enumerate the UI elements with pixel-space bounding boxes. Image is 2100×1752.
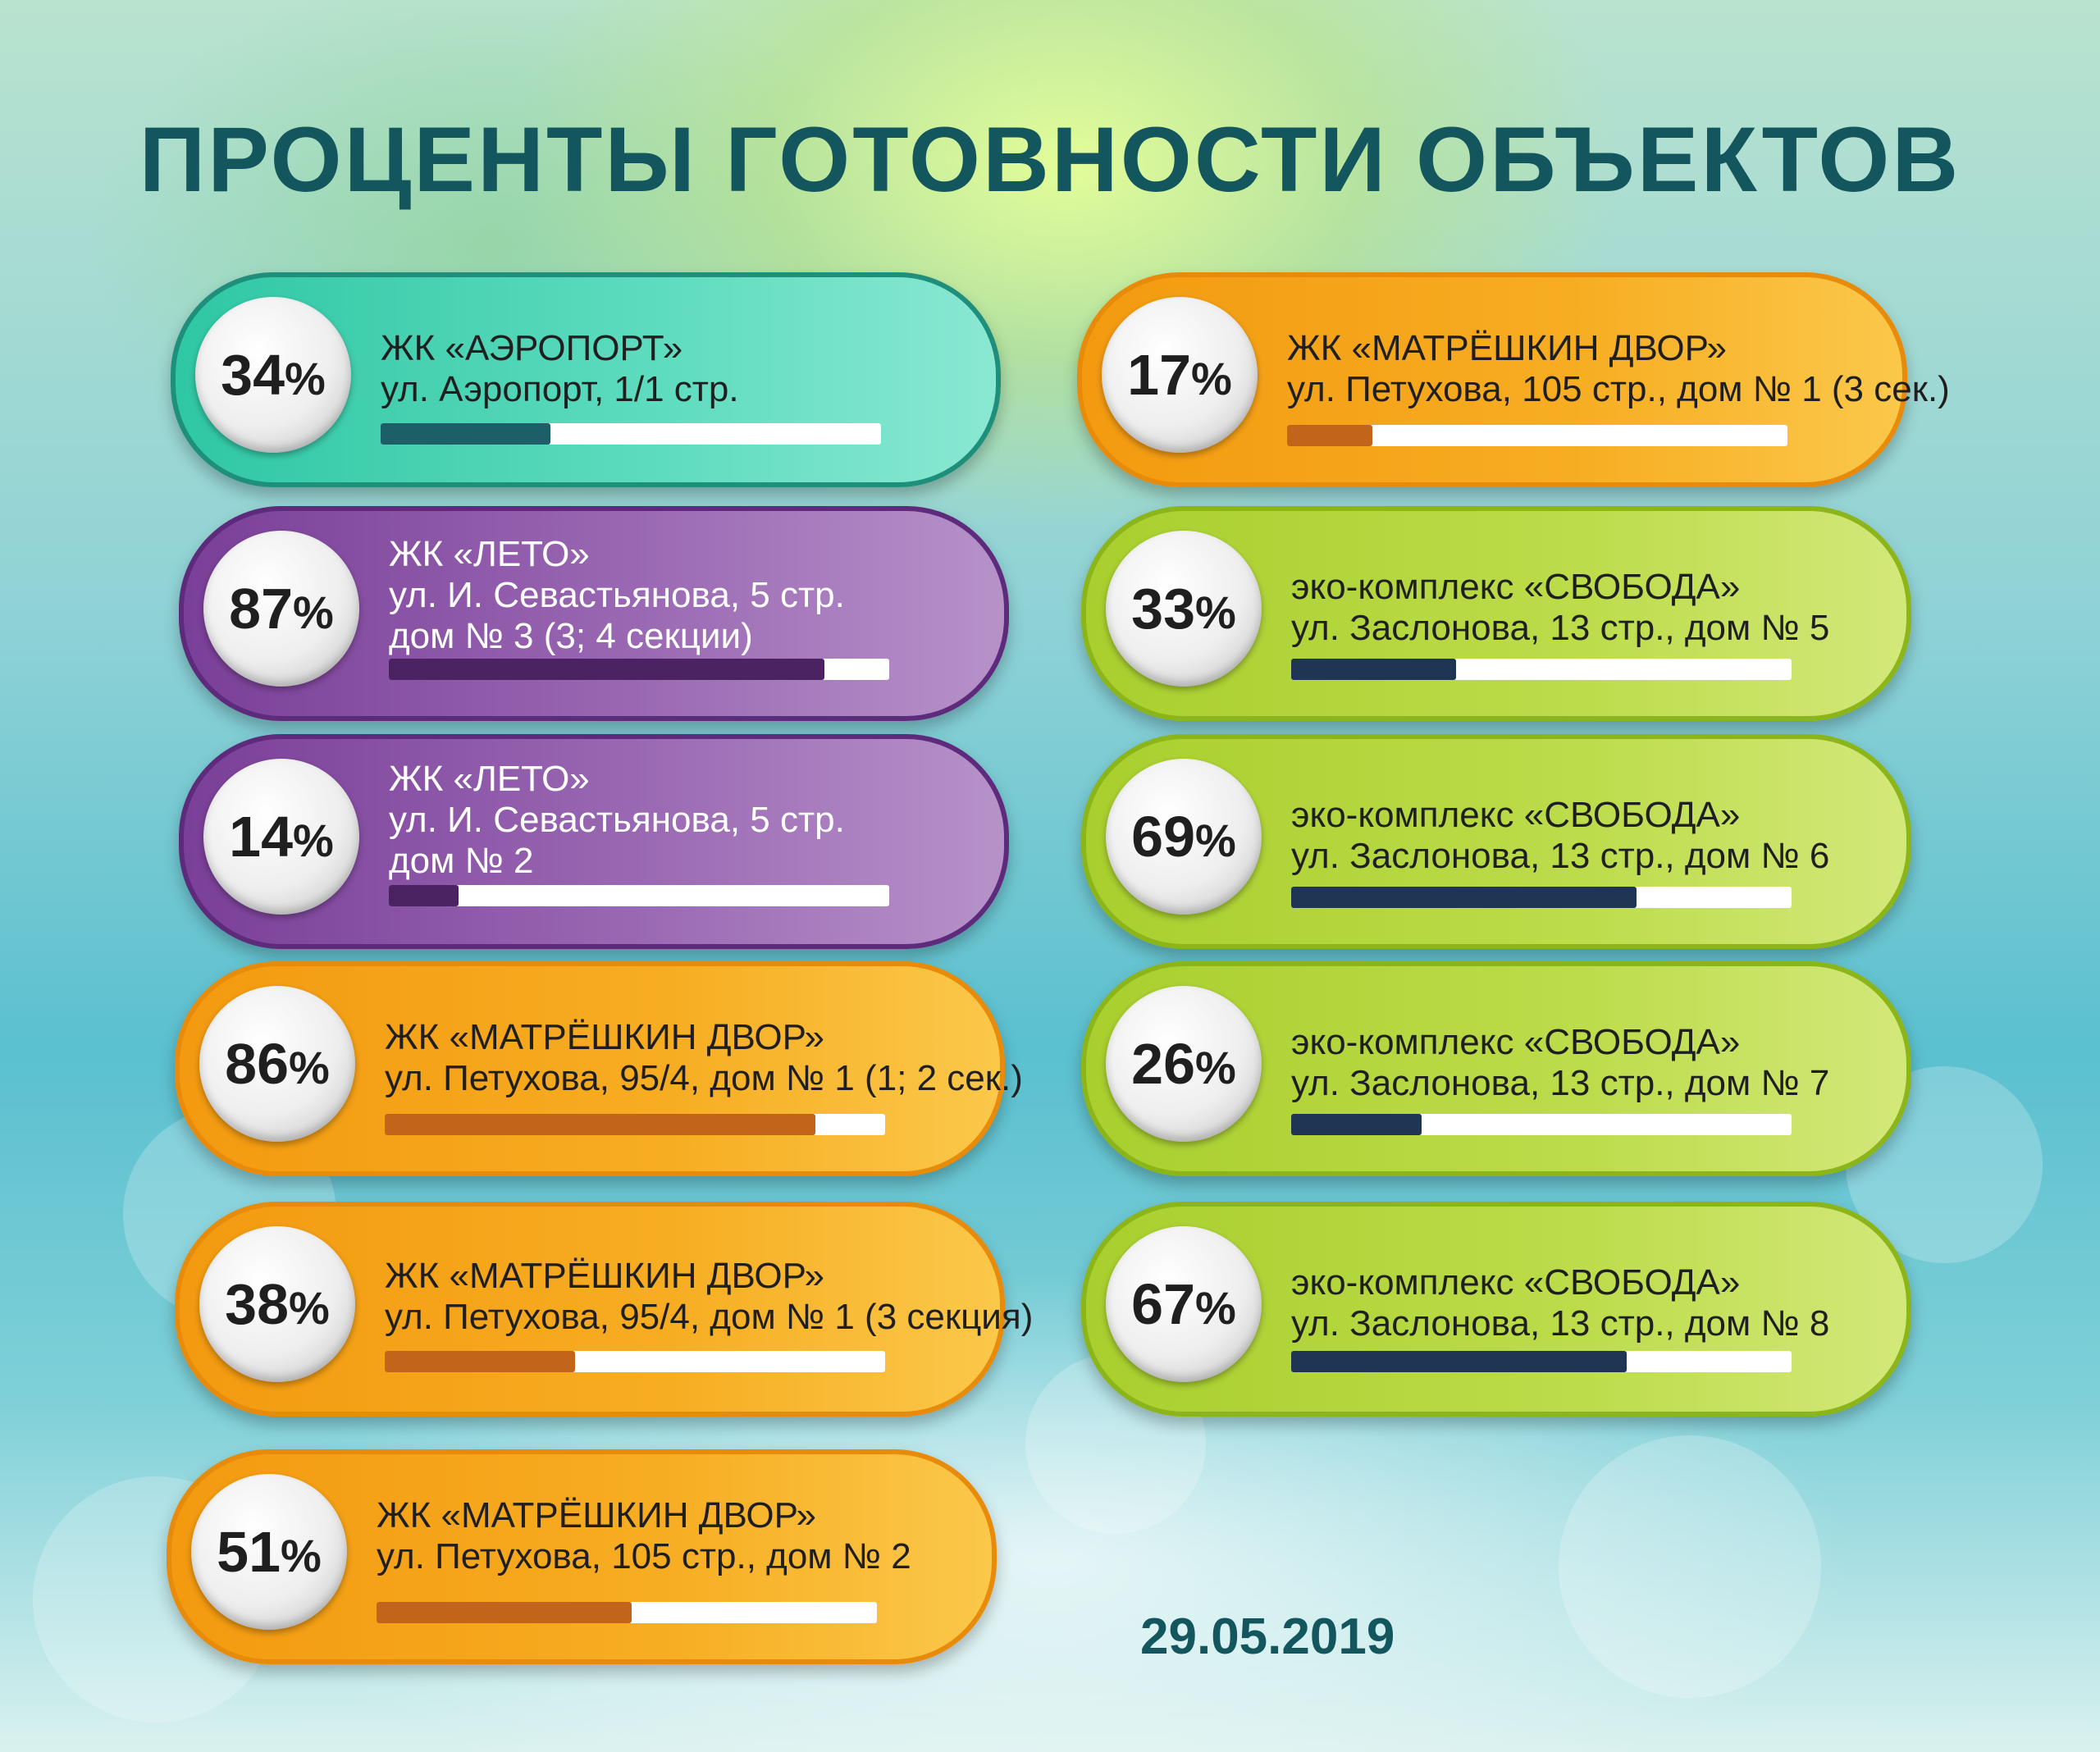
progress-track bbox=[389, 885, 889, 906]
object-card-matreshkin-95-3: 38% ЖК «МАТРЁШКИН ДВОР» ул. Петухова, 95… bbox=[175, 1202, 1034, 1417]
percent-value: 38% bbox=[225, 1272, 330, 1336]
percent-circle: 38% bbox=[199, 1226, 355, 1382]
percent-circle: 34% bbox=[195, 297, 351, 453]
progress-track bbox=[1291, 659, 1792, 680]
percent-circle: 33% bbox=[1106, 531, 1262, 687]
progress-track bbox=[377, 1602, 877, 1623]
progress-track bbox=[1291, 887, 1792, 908]
progress-fill bbox=[1291, 1114, 1422, 1135]
object-name: эко-комплекс «СВОБОДА» bbox=[1291, 795, 1741, 835]
progress-fill bbox=[385, 1351, 575, 1372]
object-card-matreshkin-95-12: 86% ЖК «МАТРЁШКИН ДВОР» ул. Петухова, 95… bbox=[175, 961, 1023, 1176]
object-card-svoboda-7: 26% эко-комплекс «СВОБОДА» ул. Заслонова… bbox=[1081, 961, 1911, 1176]
object-address: ул. Петухова, 105 стр., дом № 1 (3 сек.) bbox=[1287, 369, 1950, 409]
object-address: ул. Заслонова, 13 стр., дом № 5 bbox=[1291, 608, 1830, 648]
percent-value: 34% bbox=[221, 343, 326, 407]
progress-fill bbox=[381, 423, 551, 445]
progress-track bbox=[385, 1114, 885, 1135]
object-address: ул. И. Севастьянова, 5 стр. bbox=[389, 800, 845, 840]
percent-circle: 14% bbox=[203, 759, 359, 915]
object-card-leto-3: 87% ЖК «ЛЕТО» ул. И. Севастьянова, 5 стр… bbox=[179, 506, 1009, 721]
object-card-aeroport: 34% ЖК «АЭРОПОРТ» ул. Аэропорт, 1/1 стр. bbox=[171, 272, 1001, 487]
page-title: ПРОЦЕНТЫ ГОТОВНОСТИ ОБЪЕКТОВ bbox=[139, 108, 1961, 211]
object-card-matreshkin-105-1: 17% ЖК «МАТРЁШКИН ДВОР» ул. Петухова, 10… bbox=[1077, 272, 1950, 487]
object-card-matreshkin-105-2: 51% ЖК «МАТРЁШКИН ДВОР» ул. Петухова, 10… bbox=[167, 1449, 997, 1664]
object-address: ул. Заслонова, 13 стр., дом № 6 bbox=[1291, 836, 1830, 876]
object-name: эко-комплекс «СВОБОДА» bbox=[1291, 567, 1741, 607]
progress-fill bbox=[1287, 425, 1372, 446]
progress-fill bbox=[377, 1602, 632, 1623]
progress-fill bbox=[1291, 1351, 1627, 1372]
object-card-leto-2: 14% ЖК «ЛЕТО» ул. И. Севастьянова, 5 стр… bbox=[179, 734, 1009, 949]
object-address: ул. И. Севастьянова, 5 стр. bbox=[389, 575, 845, 615]
percent-circle: 86% bbox=[199, 986, 355, 1142]
percent-circle: 67% bbox=[1106, 1226, 1262, 1382]
progress-fill bbox=[1291, 887, 1637, 908]
bokeh-decoration bbox=[1559, 1435, 1821, 1698]
percent-circle: 87% bbox=[203, 531, 359, 687]
progress-track bbox=[385, 1351, 885, 1372]
progress-track bbox=[389, 659, 889, 680]
percent-value: 67% bbox=[1131, 1272, 1236, 1336]
percent-circle: 69% bbox=[1106, 759, 1262, 915]
report-date: 29.05.2019 bbox=[1140, 1608, 1395, 1665]
object-card-svoboda-8: 67% эко-комплекс «СВОБОДА» ул. Заслонова… bbox=[1081, 1202, 1911, 1417]
object-card-svoboda-6: 69% эко-комплекс «СВОБОДА» ул. Заслонова… bbox=[1081, 734, 1911, 949]
percent-value: 69% bbox=[1131, 805, 1236, 869]
object-name: ЖК «АЭРОПОРТ» bbox=[381, 328, 683, 368]
percent-circle: 51% bbox=[191, 1474, 347, 1630]
object-name: эко-комплекс «СВОБОДА» bbox=[1291, 1262, 1741, 1303]
object-name: ЖК «МАТРЁШКИН ДВОР» bbox=[385, 1017, 824, 1057]
object-name: ЖК «МАТРЁШКИН ДВОР» bbox=[385, 1256, 824, 1296]
percent-value: 33% bbox=[1131, 577, 1236, 641]
percent-value: 86% bbox=[225, 1032, 330, 1096]
object-name: ЖК «ЛЕТО» bbox=[389, 534, 590, 574]
percent-value: 14% bbox=[229, 805, 334, 869]
progress-track bbox=[1291, 1351, 1792, 1372]
percent-value: 51% bbox=[217, 1520, 322, 1584]
progress-fill bbox=[1291, 659, 1457, 680]
progress-track bbox=[1291, 1114, 1792, 1135]
object-address: ул. Заслонова, 13 стр., дом № 7 bbox=[1291, 1063, 1830, 1103]
progress-track bbox=[1287, 425, 1787, 446]
progress-track bbox=[381, 423, 881, 445]
object-address: ул. Петухова, 95/4, дом № 1 (1; 2 сек.) bbox=[385, 1058, 1023, 1098]
object-card-svoboda-5: 33% эко-комплекс «СВОБОДА» ул. Заслонова… bbox=[1081, 506, 1911, 721]
object-address-detail: дом № 2 bbox=[389, 841, 534, 881]
object-address: ул. Аэропорт, 1/1 стр. bbox=[381, 369, 739, 409]
object-name: эко-комплекс «СВОБОДА» bbox=[1291, 1022, 1741, 1062]
percent-circle: 26% bbox=[1106, 986, 1262, 1142]
object-name: ЖК «МАТРЁШКИН ДВОР» bbox=[377, 1495, 816, 1535]
object-address: ул. Заслонова, 13 стр., дом № 8 bbox=[1291, 1303, 1830, 1344]
progress-fill bbox=[389, 885, 459, 906]
object-name: ЖК «ЛЕТО» bbox=[389, 759, 590, 799]
progress-fill bbox=[389, 659, 824, 680]
object-address: ул. Петухова, 95/4, дом № 1 (3 секция) bbox=[385, 1297, 1034, 1337]
percent-value: 87% bbox=[229, 577, 334, 641]
object-address: ул. Петухова, 105 стр., дом № 2 bbox=[377, 1536, 911, 1576]
object-address-detail: дом № 3 (3; 4 секции) bbox=[389, 616, 753, 656]
object-name: ЖК «МАТРЁШКИН ДВОР» bbox=[1287, 328, 1727, 368]
percent-circle: 17% bbox=[1102, 297, 1258, 453]
percent-value: 17% bbox=[1127, 343, 1232, 407]
progress-fill bbox=[385, 1114, 815, 1135]
percent-value: 26% bbox=[1131, 1032, 1236, 1096]
